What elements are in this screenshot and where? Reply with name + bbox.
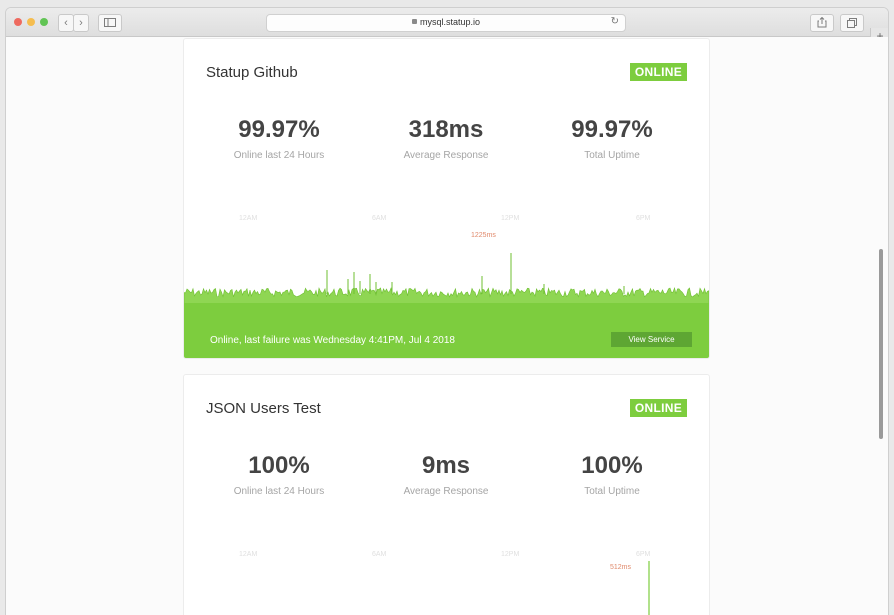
- stat-value: 100%: [581, 452, 643, 479]
- stat-value: 99.97%: [571, 116, 653, 143]
- service-footer: Online, last failure was Wednesday 4:41P…: [184, 303, 709, 358]
- stat-total-uptime: 99.97% Total Uptime: [527, 116, 697, 161]
- service-card: Statup Github ONLINE 99.97% Online last …: [183, 38, 710, 359]
- axis-tick-label: 6PM: [636, 551, 651, 558]
- zoom-window-button[interactable]: [40, 18, 48, 26]
- tabs-icon: [847, 18, 857, 28]
- service-title: JSON Users Test: [206, 400, 321, 417]
- service-card: JSON Users Test ONLINE 100% Online last …: [183, 374, 710, 615]
- view-service-button[interactable]: View Service: [611, 332, 692, 347]
- stat-label: Online last 24 Hours: [233, 150, 325, 161]
- axis-tick-label: 12PM: [501, 215, 520, 222]
- back-button[interactable]: ‹: [58, 14, 74, 32]
- stat-online-24h: 100% Online last 24 Hours: [194, 452, 364, 497]
- show-tabs-button[interactable]: [840, 14, 864, 32]
- axis-tick-label: 12AM: [239, 215, 258, 222]
- stat-label: Total Uptime: [584, 486, 640, 497]
- minimize-window-button[interactable]: [27, 18, 35, 26]
- share-button[interactable]: [810, 14, 834, 32]
- scrollbar[interactable]: [879, 249, 883, 439]
- status-badge: ONLINE: [629, 63, 687, 81]
- stat-value: 100%: [248, 452, 310, 479]
- sidebar-icon: [104, 18, 116, 27]
- stat-label: Average Response: [403, 486, 489, 497]
- chevron-left-icon: ‹: [64, 17, 68, 29]
- stat-average-response: 9ms Average Response: [361, 452, 531, 497]
- stat-label: Total Uptime: [584, 150, 640, 161]
- last-failure-text: Online, last failure was Wednesday 4:41P…: [210, 335, 455, 346]
- forward-button[interactable]: ›: [73, 14, 89, 32]
- address-bar[interactable]: mysql.statup.io ↻: [266, 14, 626, 32]
- chevron-right-icon: ›: [79, 17, 83, 29]
- lock-icon: [411, 19, 417, 25]
- stat-value: 9ms: [421, 452, 471, 479]
- page-content: Statup Github ONLINE 99.97% Online last …: [6, 37, 888, 615]
- response-area: [184, 287, 709, 304]
- stat-value: 99.97%: [238, 116, 320, 143]
- status-badge: ONLINE: [629, 399, 687, 417]
- response-time-chart: [648, 561, 650, 615]
- axis-tick-label: 6AM: [372, 551, 387, 558]
- stat-total-uptime: 100% Total Uptime: [527, 452, 697, 497]
- url-text: mysql.statup.io: [419, 17, 481, 27]
- axis-tick-label: 12AM: [239, 551, 258, 558]
- stat-average-response: 318ms Average Response: [361, 116, 531, 161]
- browser-window: ‹ › mysql.statup.io ↻ + Statup Github ON…: [6, 8, 888, 615]
- share-icon: [817, 16, 827, 28]
- axis-tick-label: 12PM: [501, 551, 520, 558]
- axis-tick-label: 6PM: [636, 215, 651, 222]
- stat-value: 318ms: [408, 116, 484, 143]
- close-window-button[interactable]: [14, 18, 22, 26]
- stat-label: Average Response: [403, 150, 489, 161]
- reload-icon[interactable]: ↻: [610, 16, 619, 27]
- stat-online-24h: 99.97% Online last 24 Hours: [194, 116, 364, 161]
- peak-response-label: 512ms: [610, 564, 632, 571]
- stat-label: Online last 24 Hours: [233, 486, 325, 497]
- service-title: Statup Github: [206, 64, 298, 81]
- peak-response-label: 1225ms: [471, 232, 496, 239]
- axis-tick-label: 6AM: [372, 215, 387, 222]
- browser-toolbar: ‹ › mysql.statup.io ↻: [6, 8, 888, 37]
- response-time-chart: [184, 253, 709, 304]
- sidebar-toggle-button[interactable]: [98, 14, 122, 32]
